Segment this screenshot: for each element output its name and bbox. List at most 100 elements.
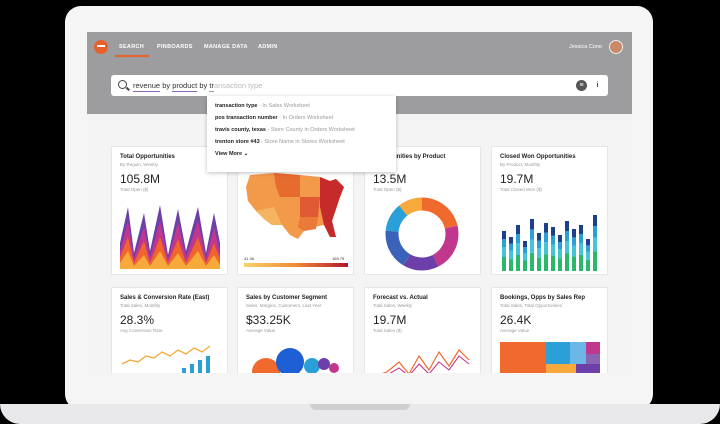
suggestion-dropdown: transaction type - In Sales Worksheet po… [207,96,396,172]
search-token[interactable]: revenue [133,81,161,92]
nav-search[interactable]: SEARCH [114,44,150,57]
bar-segment [523,247,527,253]
donut-chart [385,197,459,271]
card-sales-conversion-rate[interactable]: Sales & Conversion Rate (East) Total Sal… [111,287,228,373]
bar-segment [565,231,569,241]
legend-min: 41.36 [244,256,255,261]
bar-segment [586,251,590,260]
bar-segment [523,260,527,271]
bar-segment [544,242,548,255]
bar-segment [565,253,569,271]
bar-segment [558,235,562,243]
bar-segment [530,229,534,240]
bar-segment [530,239,534,253]
bar-segment [551,255,555,271]
search-token-typing[interactable]: tr [209,81,214,92]
bar-segment [516,254,520,271]
user-name[interactable]: Jessica Cone [568,44,602,50]
card-closed-won-opportunities[interactable]: Closed Won Opportunities By Product, Mon… [491,146,608,275]
legend-max: 169.75 [332,256,345,261]
bar-segment [558,242,562,250]
search-bar[interactable]: revenue by product by transaction type ≡… [111,75,608,96]
bar-segment [579,243,583,255]
suggestion-item[interactable]: trenton store #43 - Store Name in Stores… [215,139,345,145]
bar-segment [502,257,506,271]
bar-segment [502,239,506,247]
search-input[interactable]: revenue by product by transaction type [133,81,263,92]
search-icon [118,80,127,89]
bar-segment [565,221,569,231]
card-forecast-vs-actual[interactable]: Forecast vs. Actual Total Sales, Weekly … [364,287,481,373]
bar-segment [516,243,520,255]
database-icon[interactable]: ≡ [576,80,587,91]
map-legend-gradient [244,263,348,267]
bar-segment [558,249,562,259]
suggestion-item[interactable]: transaction type - In Sales Worksheet [215,103,310,109]
bar-segment [551,235,555,245]
treemap-chart [500,342,600,373]
bar-segment [579,225,583,235]
bar-segment [551,227,555,236]
bar-segment [593,226,597,238]
bar-segment [586,259,590,271]
search-token: by [162,81,171,90]
line-chart [382,349,470,373]
bar-segment [544,232,548,243]
bar-segment [537,257,541,271]
logo-icon[interactable] [94,40,108,54]
bar-segment [509,237,513,244]
bar-segment [523,241,527,247]
info-icon[interactable]: i [592,80,603,91]
bar-segment [579,234,583,244]
app-screen: SEARCH PINBOARDS MANAGE DATA ADMIN Jessi… [87,32,632,373]
bar-segment [572,229,576,238]
nav-pinboards[interactable]: PINBOARDS [157,44,193,50]
bar-segment [586,239,590,246]
bar-segment [544,223,548,233]
bubble-chart [252,348,339,373]
bar-segment [502,247,506,257]
bar-segment [593,251,597,271]
bar-segment [509,243,513,251]
bar-segment [565,241,569,254]
stacked-bar-chart [502,215,597,271]
card-bookings-opps-by-sales-rep[interactable]: Bookings, Opps by Sales Rep Total Sales,… [491,287,608,373]
laptop-notch [310,404,410,410]
card-sales-by-customer-segment[interactable]: Sales by Customer Segment Sales, Margins… [237,287,354,373]
suggestion-item[interactable]: travis county, texas - Store County in O… [215,127,355,133]
bar-segment [516,234,520,244]
bar-segment [572,237,576,246]
view-more-link[interactable]: View More ⌄ [215,151,249,157]
search-token[interactable]: product [172,81,198,92]
bar-segment [530,219,534,230]
chevron-down-icon: ⌄ [243,151,249,157]
bar-segment [537,248,541,258]
bar-segment [509,259,513,271]
bar-segment [516,225,520,235]
combo-chart [121,345,211,373]
laptop-base [0,404,720,424]
bar-segment [523,253,527,261]
bar-segment [502,231,506,239]
bar-segment [572,245,576,257]
nav-manage-data[interactable]: MANAGE DATA [204,44,248,50]
bar-segment [593,215,597,227]
nav-admin[interactable]: ADMIN [258,44,278,50]
bar-segment [509,250,513,260]
bar-segment [551,244,555,256]
avatar[interactable] [609,40,623,54]
bar-segment [558,258,562,271]
suggestion-item[interactable]: pos transaction number - In Orders Works… [215,115,334,121]
bar-segment [544,254,548,271]
us-map-chart [246,173,344,239]
bar-segment [593,237,597,252]
bar-segment [572,256,576,271]
bar-segment [537,240,541,249]
search-autocomplete-hint: ansaction type [213,81,263,90]
bar-segment [537,233,541,241]
area-chart [120,205,220,269]
search-token: by [199,81,208,90]
bar-segment [579,254,583,271]
bar-segment [586,245,590,252]
bar-segment [530,252,534,271]
